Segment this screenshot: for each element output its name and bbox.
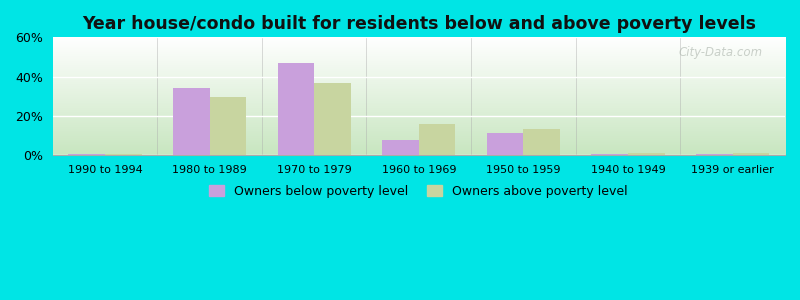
Bar [105,154,142,155]
Bar [733,153,770,155]
Bar [382,140,418,155]
Bar [418,124,455,155]
Legend: Owners below poverty level, Owners above poverty level: Owners below poverty level, Owners above… [205,180,633,203]
Bar [68,154,105,155]
Bar [523,128,560,155]
Bar [173,88,210,155]
Bar [591,154,628,155]
Bar [628,153,665,155]
Bar [696,154,733,155]
Text: City-Data.com: City-Data.com [679,46,763,59]
Bar [487,134,523,155]
Bar [278,63,314,155]
Title: Year house/condo built for residents below and above poverty levels: Year house/condo built for residents bel… [82,15,756,33]
Bar [210,97,246,155]
Bar [314,83,350,155]
